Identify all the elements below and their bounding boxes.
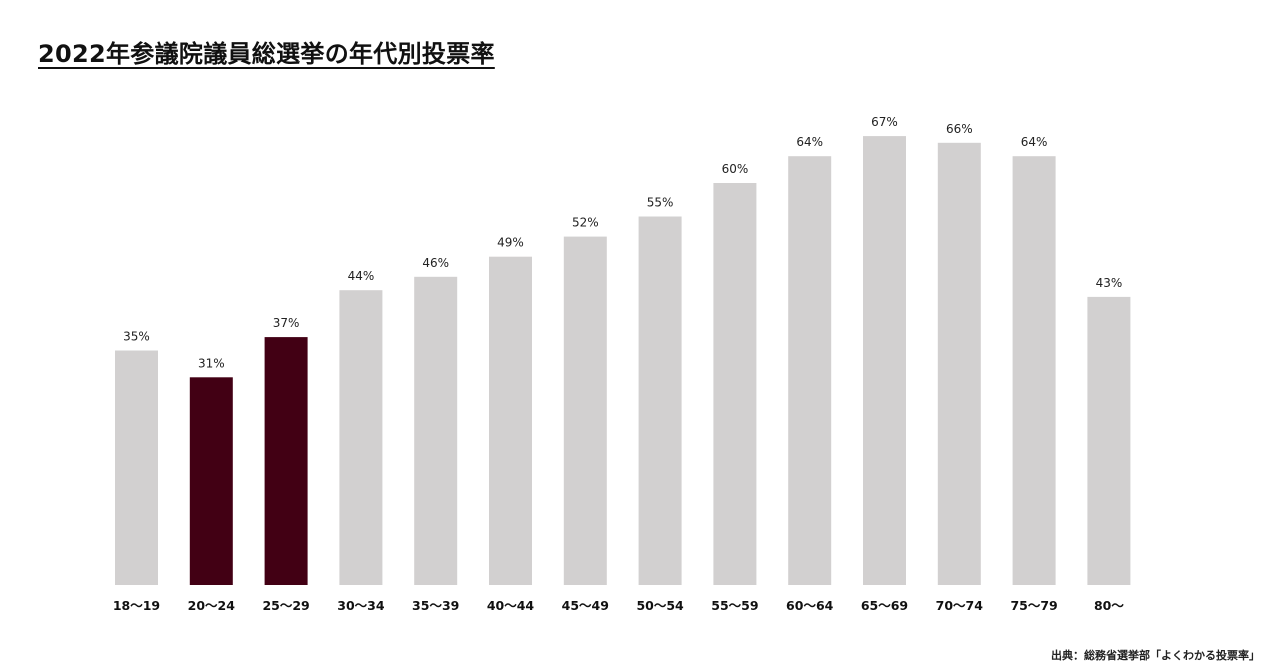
value-label: 31% <box>198 356 225 370</box>
bar-40〜44 <box>489 256 532 585</box>
bar-20〜24 <box>189 377 233 585</box>
x-tick-label: 55〜59 <box>711 598 758 613</box>
bar-35〜39 <box>414 276 458 585</box>
bar-60〜64 <box>788 156 832 585</box>
x-tick-label: 35〜39 <box>412 598 459 613</box>
value-label: 43% <box>1096 276 1123 290</box>
value-label: 67% <box>871 115 898 129</box>
x-tick-label: 40〜44 <box>487 598 535 613</box>
bar-75〜79 <box>1012 156 1056 585</box>
x-tick-label: 25〜29 <box>262 598 309 613</box>
value-label: 52% <box>572 216 599 230</box>
value-label: 55% <box>647 196 674 210</box>
x-tick-label: 20〜24 <box>188 598 236 613</box>
bar-25〜29 <box>264 337 308 585</box>
bar-80〜 <box>1087 296 1131 585</box>
x-tick-label: 45〜49 <box>562 598 609 613</box>
value-label: 66% <box>946 122 973 136</box>
bar-30〜34 <box>339 290 383 585</box>
value-label: 49% <box>497 236 524 250</box>
bar-50〜54 <box>638 216 682 585</box>
source-note: 出典：総務省選挙部「よくわかる投票率」 <box>1051 649 1260 662</box>
bar-chart: 35% 18〜19 31% 20〜24 37% 25〜29 44% 30〜34 46% 35〜39… <box>113 115 1131 613</box>
x-tick-label: 80〜 <box>1094 598 1124 613</box>
x-tick-label: 18〜19 <box>113 598 160 613</box>
x-tick-label: 50〜54 <box>636 598 684 613</box>
bar-65〜69 <box>863 136 906 585</box>
x-tick-label: 75〜79 <box>1010 598 1057 613</box>
value-label: 37% <box>273 316 300 330</box>
bar-70〜74 <box>937 142 981 586</box>
value-label: 64% <box>796 135 823 149</box>
x-tick-label: 70〜74 <box>936 598 984 613</box>
value-label: 46% <box>422 256 449 270</box>
bar-18〜19 <box>115 350 158 585</box>
value-label: 44% <box>348 269 375 283</box>
bar-45〜49 <box>563 236 607 585</box>
value-label: 64% <box>1021 135 1048 149</box>
x-tick-label: 60〜64 <box>786 598 834 613</box>
x-tick-label: 65〜69 <box>861 598 908 613</box>
value-label: 35% <box>123 330 150 344</box>
x-tick-label: 30〜34 <box>337 598 385 613</box>
bar-55〜59 <box>713 183 757 585</box>
chart-title: 2022年参議院議員総選挙の年代別投票率 <box>38 40 495 68</box>
value-label: 60% <box>722 162 749 176</box>
